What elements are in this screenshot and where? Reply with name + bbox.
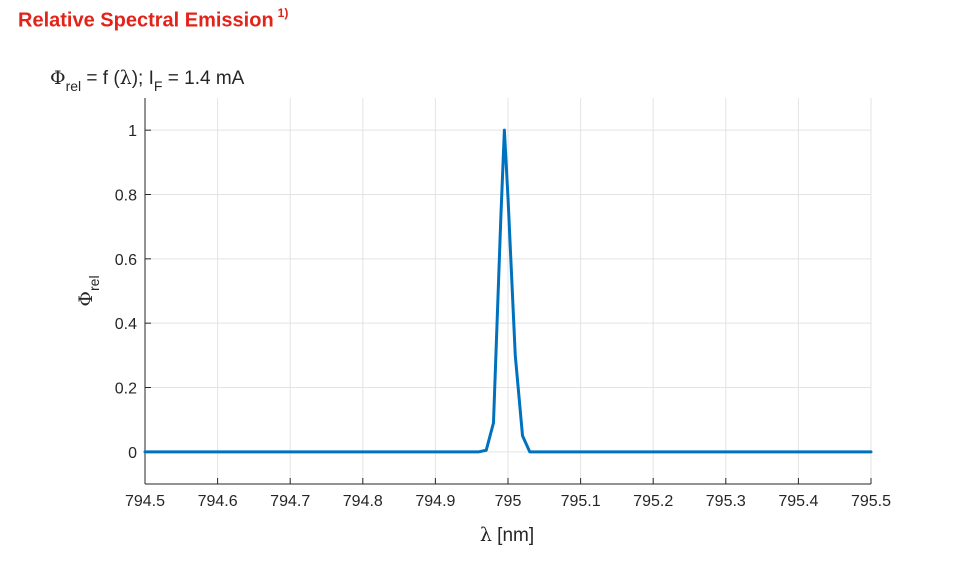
x-tick-label: 795 (495, 493, 522, 510)
y-tick-label: 0.4 (115, 316, 137, 333)
x-tick-label: 794.5 (125, 493, 165, 510)
x-tick-label: 795.4 (778, 493, 818, 510)
y-axis-label: Φrel (75, 275, 102, 306)
y-tick-label: 0.6 (115, 252, 137, 269)
title-phi-sub: rel (66, 78, 82, 94)
x-tick-label: 794.8 (343, 493, 383, 510)
series-line (143, 128, 873, 454)
x-tick-label: 794.9 (415, 493, 455, 510)
title-lambda: λ (120, 67, 132, 89)
series-group (143, 128, 873, 454)
y-tick-labels: 0 0.2 0.4 0.6 0.8 1 (115, 123, 137, 462)
heading-text: Relative Spectral Emission (18, 9, 274, 32)
y-tick-label: 0.8 (115, 188, 137, 205)
chart-title: Φrel = f (λ); IF = 1.4 mA (50, 67, 245, 94)
y-tick-label: 1 (128, 123, 137, 140)
title-i-sub: F (154, 78, 163, 94)
section-heading: Relative Spectral Emission 1) (18, 6, 289, 33)
grid (144, 98, 872, 484)
x-tick-label: 795.5 (851, 493, 891, 510)
y-tick-label: 0.2 (115, 381, 137, 398)
xlabel-lambda: λ (480, 524, 492, 546)
x-tick-label: 795.3 (706, 493, 746, 510)
x-tick-label: 794.6 (198, 493, 238, 510)
axes (144, 98, 872, 485)
title-rest: = 1.4 mA (162, 68, 244, 89)
x-tick-labels: 794.5 794.6 794.7 794.8 794.9 795 795.1 795.2 79… (125, 493, 891, 510)
y-tick-label: 0 (128, 445, 137, 462)
title-close: ); I (132, 68, 154, 89)
ylabel-sub: rel (86, 275, 102, 291)
x-axis-label: λ [nm] (480, 524, 534, 546)
title-eq: = f ( (81, 68, 120, 89)
ylabel-phi: Φ (75, 291, 97, 307)
xlabel-unit: [nm] (492, 525, 534, 546)
x-tick-label: 795.1 (561, 493, 601, 510)
x-tick-label: 795.2 (633, 493, 673, 510)
x-tick-label: 794.7 (270, 493, 310, 510)
title-phi: Φ (50, 67, 66, 89)
footnote-marker: 1) (277, 6, 289, 20)
